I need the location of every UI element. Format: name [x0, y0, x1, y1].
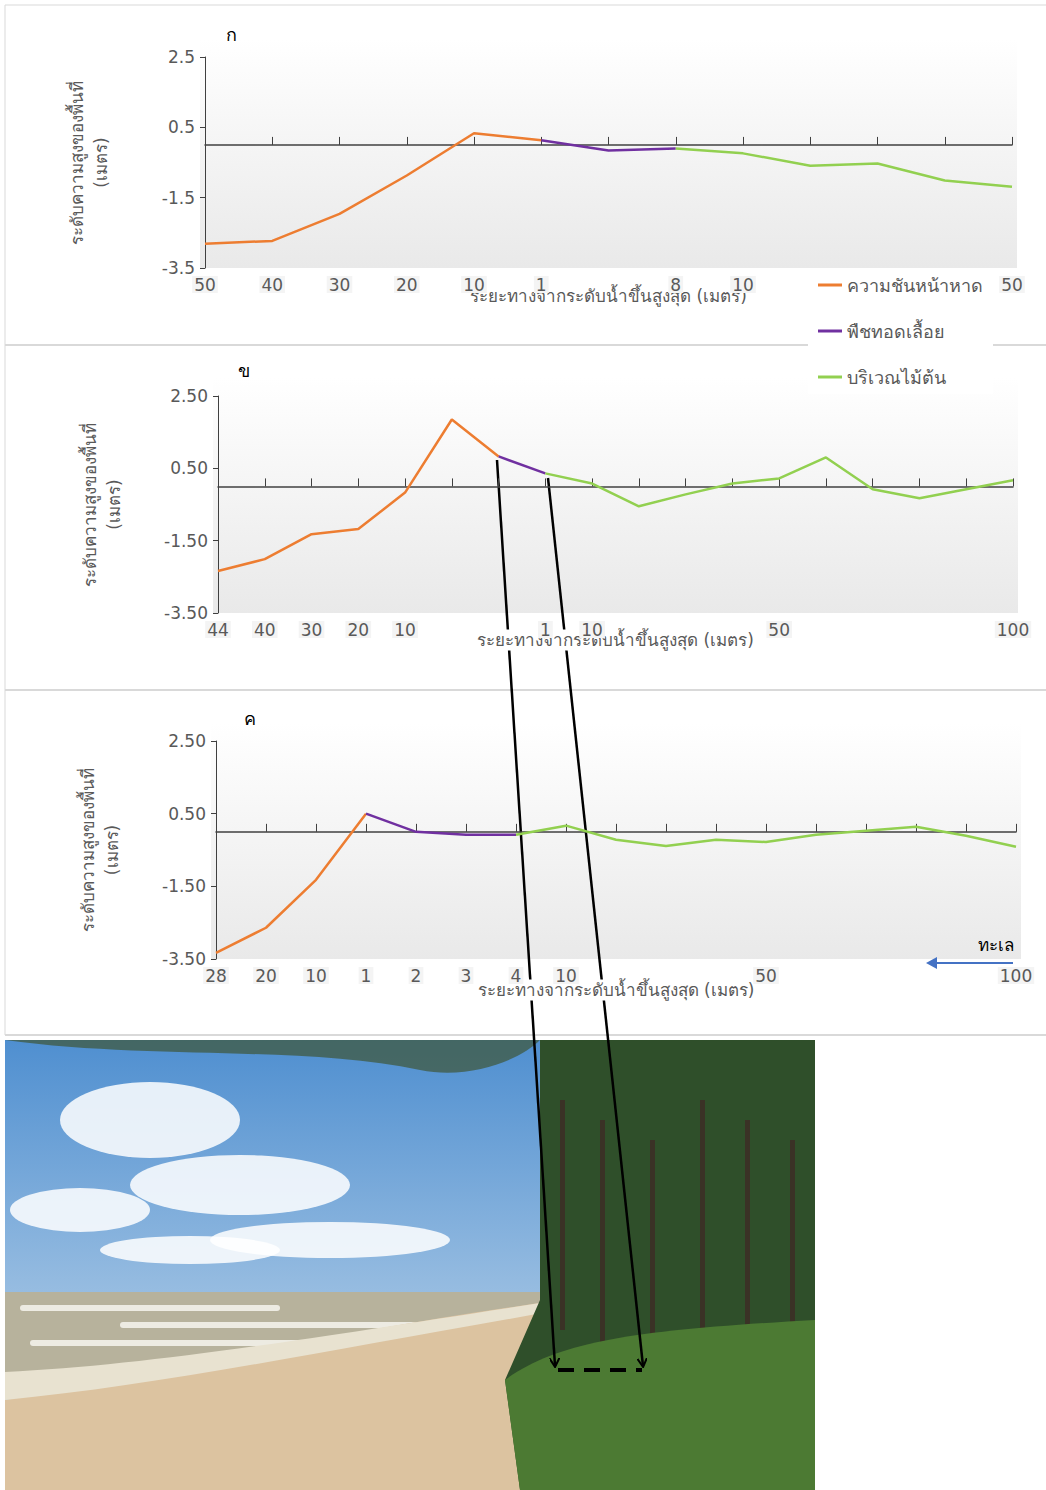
svg-text:ระยะทางจากระดับน้ำขึ้นสูงสุด (: ระยะทางจากระดับน้ำขึ้นสูงสุด (เมตร)	[470, 284, 747, 307]
svg-text:2: 2	[411, 966, 422, 986]
svg-text:50: 50	[755, 966, 777, 986]
svg-text:10: 10	[732, 275, 754, 295]
svg-text:10: 10	[581, 620, 603, 640]
svg-text:-3.50: -3.50	[162, 949, 206, 969]
svg-text:4: 4	[511, 966, 522, 986]
svg-text:50: 50	[768, 620, 790, 640]
svg-text:ระดับความสูงของพื้นที่: ระดับความสูงของพื้นที่	[76, 768, 99, 932]
svg-text:10: 10	[463, 275, 485, 295]
svg-text:บริเวณไม้ต้น: บริเวณไม้ต้น	[847, 367, 946, 388]
svg-text:8: 8	[670, 275, 681, 295]
svg-text:100: 100	[997, 620, 1029, 640]
svg-text:1: 1	[540, 620, 551, 640]
svg-text:10: 10	[555, 966, 577, 986]
svg-text:ระยะทางจากระดับน้ำขึ้นสูงสุด (: ระยะทางจากระดับน้ำขึ้นสูงสุด (เมตร)	[477, 980, 755, 1000]
svg-text:20: 20	[347, 620, 369, 640]
svg-text:ระดับความสูงของพื้นที่: ระดับความสูงของพื้นที่	[65, 81, 88, 245]
svg-text:44: 44	[207, 620, 229, 640]
svg-text:-3.50: -3.50	[164, 603, 208, 623]
svg-text:100: 100	[1000, 966, 1032, 986]
svg-text:10: 10	[394, 620, 416, 640]
svg-text:(เมตร): (เมตร)	[104, 479, 124, 529]
svg-text:50: 50	[1001, 275, 1023, 295]
svg-text:ความชันหน้าหาด: ความชันหน้าหาด	[847, 275, 983, 296]
svg-text:30: 30	[301, 620, 323, 640]
svg-text:ระยะทางจากระดับน้ำขึ้นสูงสุด (: ระยะทางจากระดับน้ำขึ้นสูงสุด (เมตร)	[477, 628, 754, 651]
svg-text:50: 50	[194, 275, 216, 295]
svg-text:-1.50: -1.50	[164, 531, 208, 551]
svg-text:3: 3	[461, 966, 472, 986]
svg-text:0.5: 0.5	[168, 117, 195, 137]
svg-text:(เมตร): (เมตร)	[91, 137, 111, 187]
svg-text:ทะเล: ทะเล	[978, 935, 1014, 955]
svg-text:1: 1	[536, 275, 547, 295]
svg-text:20: 20	[255, 966, 277, 986]
svg-text:28: 28	[205, 966, 227, 986]
svg-text:30: 30	[329, 275, 351, 295]
svg-text:ก: ก	[226, 25, 237, 45]
svg-text:-1.5: -1.5	[162, 188, 195, 208]
svg-text:1: 1	[361, 966, 372, 986]
svg-text:2.50: 2.50	[168, 731, 206, 751]
svg-text:(เมตร): (เมตร)	[102, 825, 122, 875]
svg-text:พืชทอดเลื้อย: พืชทอดเลื้อย	[847, 319, 945, 342]
svg-text:10: 10	[305, 966, 327, 986]
svg-text:ค: ค	[244, 709, 256, 729]
svg-text:40: 40	[261, 275, 283, 295]
svg-text:-1.50: -1.50	[162, 876, 206, 896]
svg-text:2.50: 2.50	[170, 386, 208, 406]
svg-text:2.5: 2.5	[168, 47, 195, 67]
svg-text:-3.5: -3.5	[162, 258, 195, 278]
svg-text:40: 40	[254, 620, 276, 640]
svg-text:ข: ข	[238, 361, 250, 381]
svg-text:20: 20	[396, 275, 418, 295]
svg-text:ระดับความสูงของพื้นที่: ระดับความสูงของพื้นที่	[78, 423, 101, 587]
svg-text:0.50: 0.50	[168, 804, 206, 824]
svg-text:0.50: 0.50	[170, 458, 208, 478]
